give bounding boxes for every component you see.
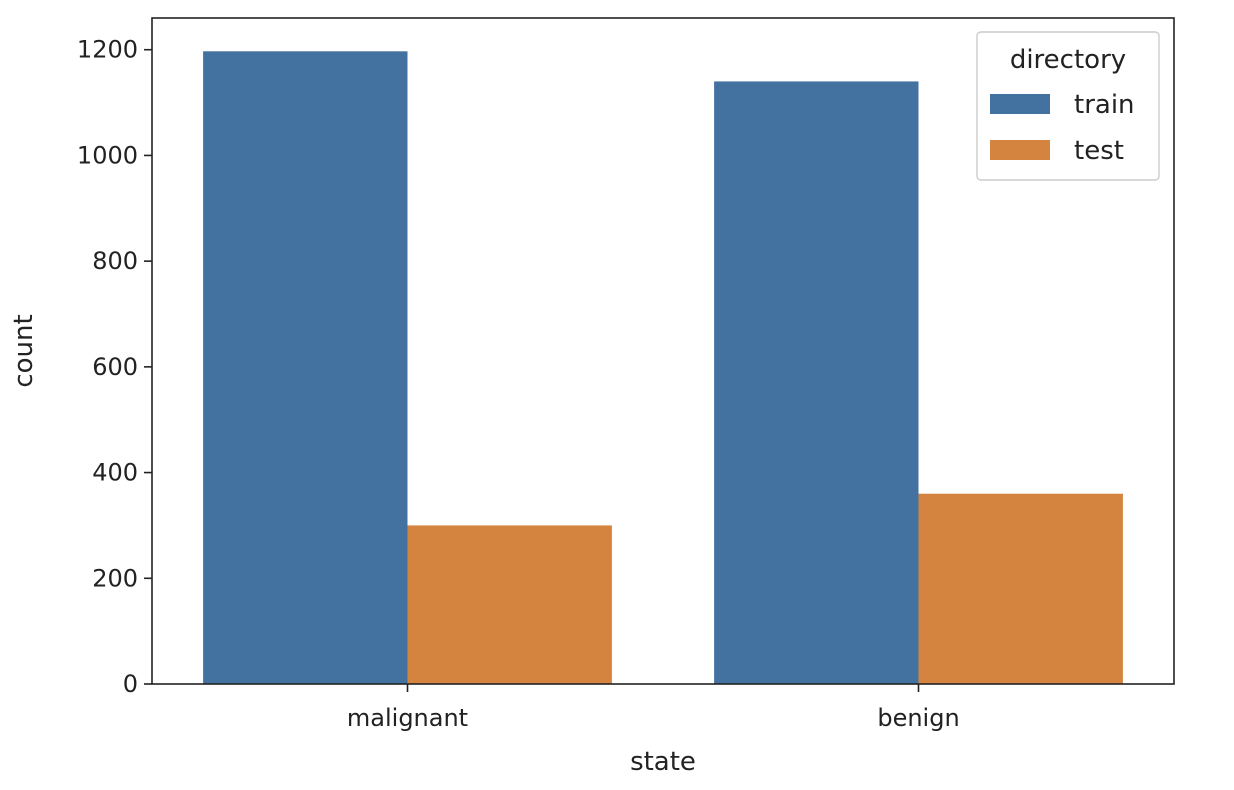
legend: directory train test [976,31,1160,181]
legend-label-test: test [1074,136,1124,166]
y-tick-label: 800 [92,247,138,275]
x-axis-label: state [630,747,696,777]
plot-frame [151,17,1175,685]
x-tick-label-malignant: malignant [347,704,468,732]
legend-swatch-train [990,94,1050,114]
legend-label-train: train [1074,90,1135,120]
y-tick-label: 1000 [77,141,138,169]
bar-train-malignant [203,51,408,685]
bar-test-benign [918,493,1123,684]
bars [203,51,1123,685]
y-axis-label: count [9,314,39,387]
y-tick-label: 0 [123,670,138,698]
bar-train-benign [714,81,919,684]
legend-swatch-test [990,140,1050,160]
bar-test-malignant [407,525,612,684]
y-tick-label: 200 [92,564,138,592]
y-tick-label: 600 [92,353,138,381]
legend-title: directory [1010,45,1126,75]
x-tick-label-benign: benign [877,704,959,732]
x-axis-ticks: malignant benign [347,684,960,732]
y-axis-ticks: 0 200 400 600 800 1000 1200 [77,36,152,698]
y-tick-label: 1200 [77,36,138,64]
y-tick-label: 400 [92,459,138,487]
